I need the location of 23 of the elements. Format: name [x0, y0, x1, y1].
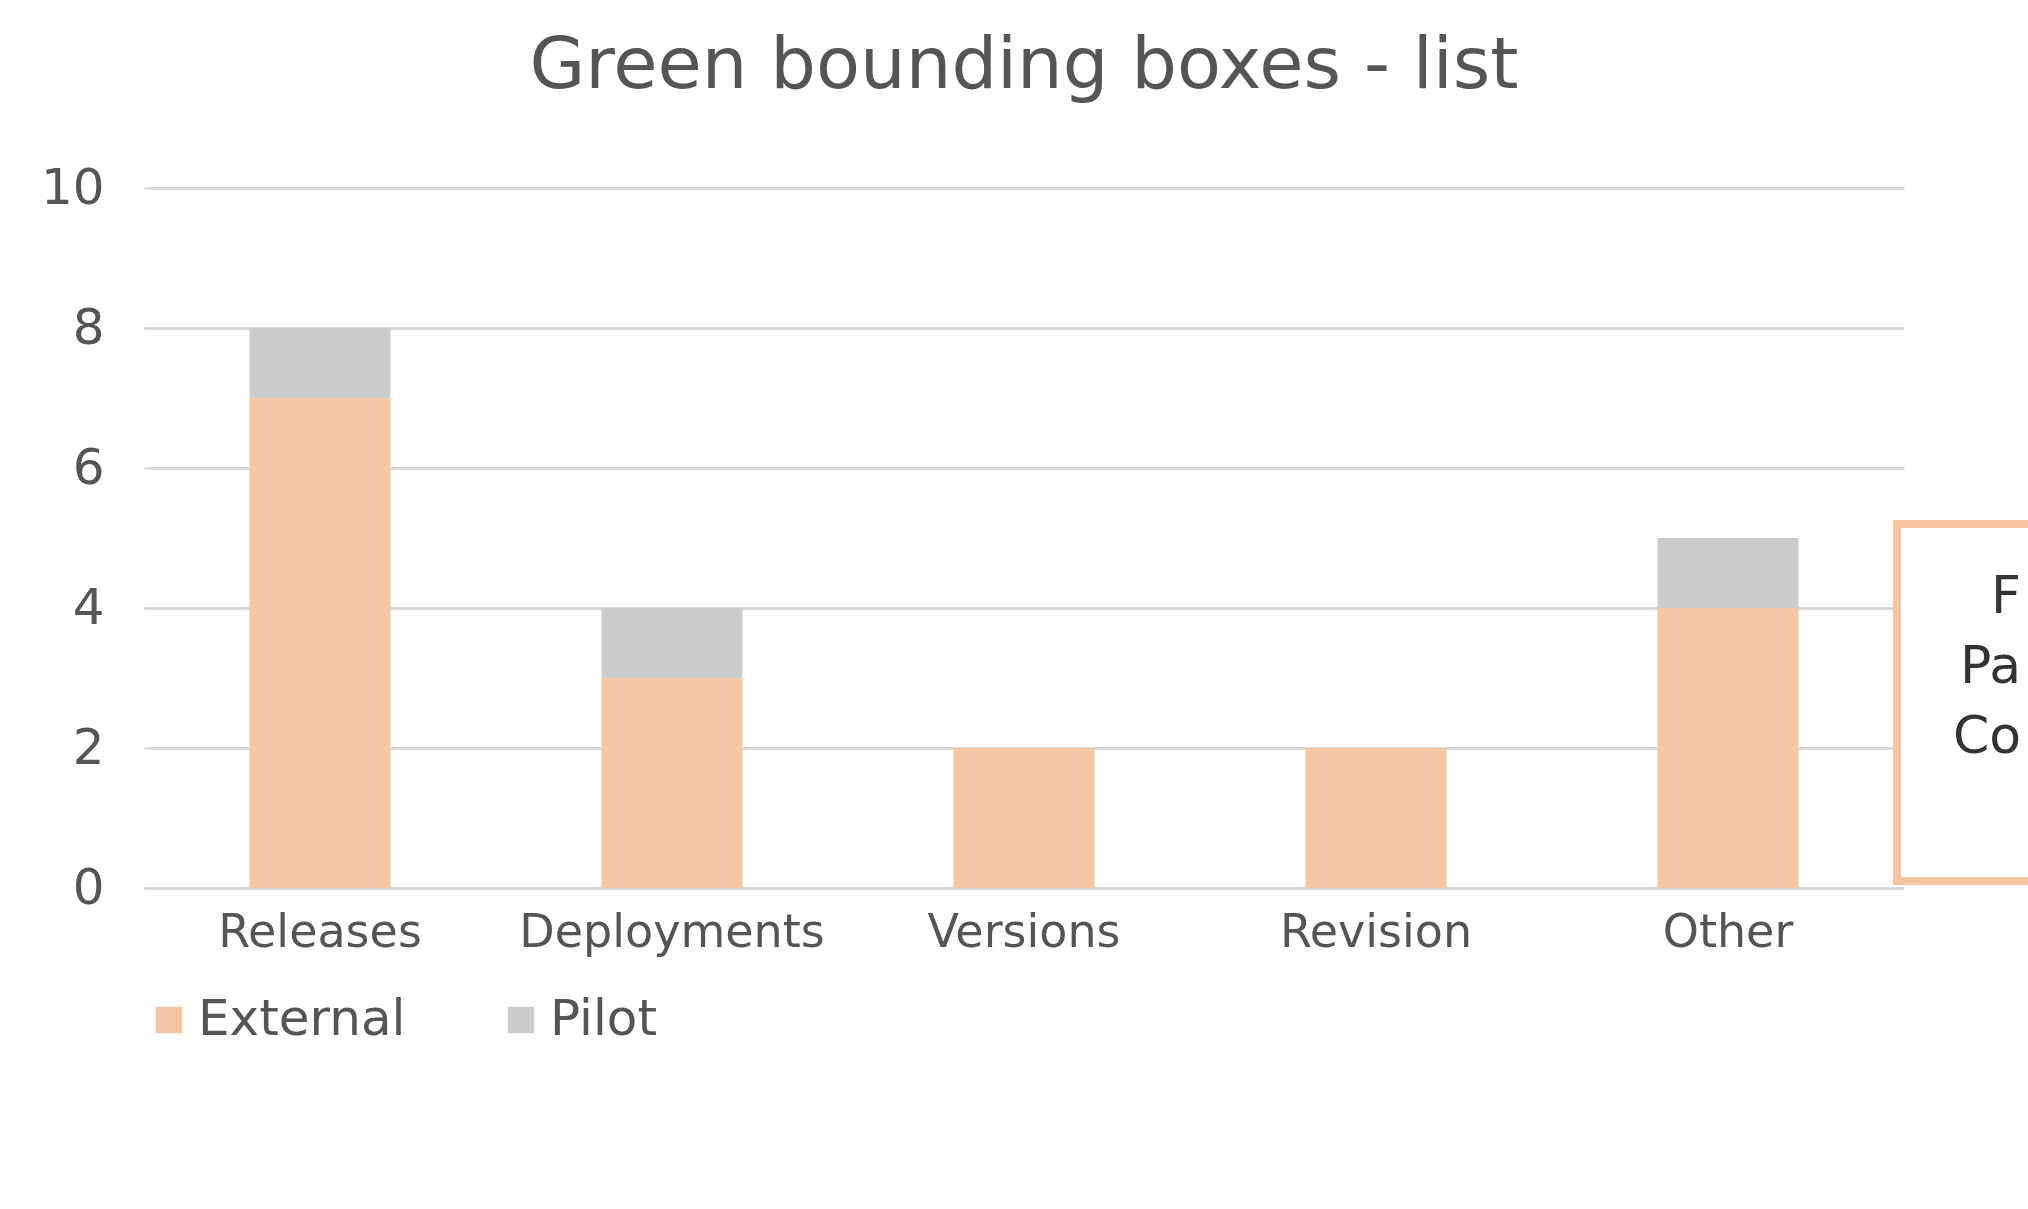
- x-tick-label: Deployments: [519, 903, 825, 958]
- x-tick-label: Revision: [1279, 903, 1473, 958]
- y-tick-label: 6: [72, 437, 105, 496]
- legend-label: External: [198, 989, 406, 1047]
- chart-title: Green bounding boxes - list: [529, 21, 1519, 105]
- bar: [1305, 748, 1447, 888]
- y-tick-label: 2: [72, 717, 105, 776]
- bar: [249, 328, 391, 398]
- bar: [601, 678, 743, 888]
- x-tick-label: Other: [1662, 903, 1794, 958]
- x-tick-label: Versions: [927, 903, 1121, 958]
- callout-box: F Pa Co: [1893, 520, 2028, 885]
- y-tick-label: 0: [72, 857, 105, 916]
- y-tick-label: 8: [72, 297, 105, 356]
- bar: [249, 398, 391, 888]
- bar: [1657, 538, 1799, 608]
- legend-label: Pilot: [550, 989, 658, 1047]
- bar: [953, 748, 1095, 888]
- y-tick-label: 10: [40, 157, 105, 216]
- bar: [1657, 608, 1799, 888]
- x-tick-label: Releases: [218, 903, 422, 958]
- y-tick-label: 4: [72, 577, 105, 636]
- bar: [601, 608, 743, 678]
